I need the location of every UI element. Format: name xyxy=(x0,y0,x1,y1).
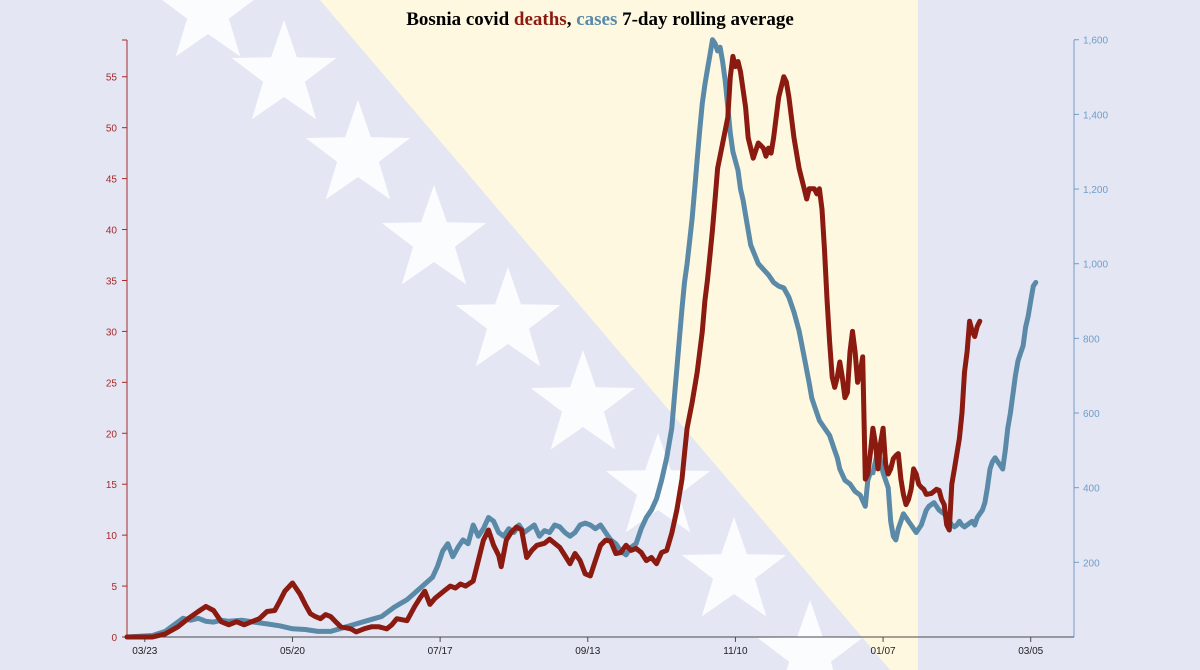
right-axis-tick-label: 600 xyxy=(1083,409,1100,420)
title-suffix: 7-day rolling average xyxy=(617,9,793,30)
right-axis-tick-label: 1,600 xyxy=(1083,36,1108,47)
title-cases-word: cases xyxy=(576,9,617,30)
axes: 0 5 10 15 20 25 30 35 40 45 50 55 200 400 600 800 1,000 1… xyxy=(106,36,1109,657)
left-axis-tick-label: 20 xyxy=(106,429,118,440)
right-axis-tick-label: 1,200 xyxy=(1083,185,1108,196)
flag-star xyxy=(381,185,487,285)
flag-star xyxy=(231,20,337,120)
flag-star xyxy=(681,517,787,617)
right-axis-tick-label: 800 xyxy=(1083,334,1100,345)
flag-star xyxy=(605,433,711,533)
left-axis-tick-label: 40 xyxy=(106,226,118,237)
right-axis-tick-label: 400 xyxy=(1083,484,1100,495)
flag-star xyxy=(305,100,411,200)
flag-star xyxy=(455,267,561,367)
flag-stars xyxy=(162,0,863,670)
left-axis-tick-label: 50 xyxy=(106,124,118,135)
x-axis-tick-label: 01/07 xyxy=(871,646,896,657)
left-axis-tick-label: 25 xyxy=(106,378,118,389)
left-axis-tick-label: 5 xyxy=(111,582,117,593)
right-axis-tick-label: 1,000 xyxy=(1083,260,1108,271)
chart-title: Bosnia covid deaths, cases 7-day rolling… xyxy=(406,9,794,30)
flag-star xyxy=(162,0,254,57)
right-axis-tick-label: 1,400 xyxy=(1083,110,1108,121)
flag-star xyxy=(530,350,636,450)
x-axis-tick-label: 05/20 xyxy=(280,646,305,657)
left-axis-tick-label: 35 xyxy=(106,276,118,287)
x-axis-tick-label: 07/17 xyxy=(428,646,453,657)
left-axis-tick-label: 45 xyxy=(106,175,118,186)
left-axis-tick-label: 55 xyxy=(106,73,118,84)
left-axis-tick-label: 30 xyxy=(106,327,118,338)
x-axis-tick-label: 03/05 xyxy=(1018,646,1043,657)
left-axis-tick-label: 15 xyxy=(106,480,118,491)
x-axis-tick-label: 09/13 xyxy=(575,646,600,657)
left-axis-tick-label: 0 xyxy=(111,633,117,644)
left-axis-tick-label: 10 xyxy=(106,531,118,542)
flag-star xyxy=(757,600,863,670)
x-axis-tick-label: 11/10 xyxy=(723,646,748,657)
right-axis-tick-label: 200 xyxy=(1083,558,1100,569)
title-deaths-word: deaths xyxy=(514,9,567,30)
title-separator: , xyxy=(567,9,577,30)
flag-yellow-triangle xyxy=(320,0,918,670)
deaths-series-line xyxy=(124,53,983,640)
x-axis-tick-label: 03/23 xyxy=(132,646,157,657)
series xyxy=(124,37,1039,640)
title-prefix: Bosnia covid xyxy=(406,9,514,30)
